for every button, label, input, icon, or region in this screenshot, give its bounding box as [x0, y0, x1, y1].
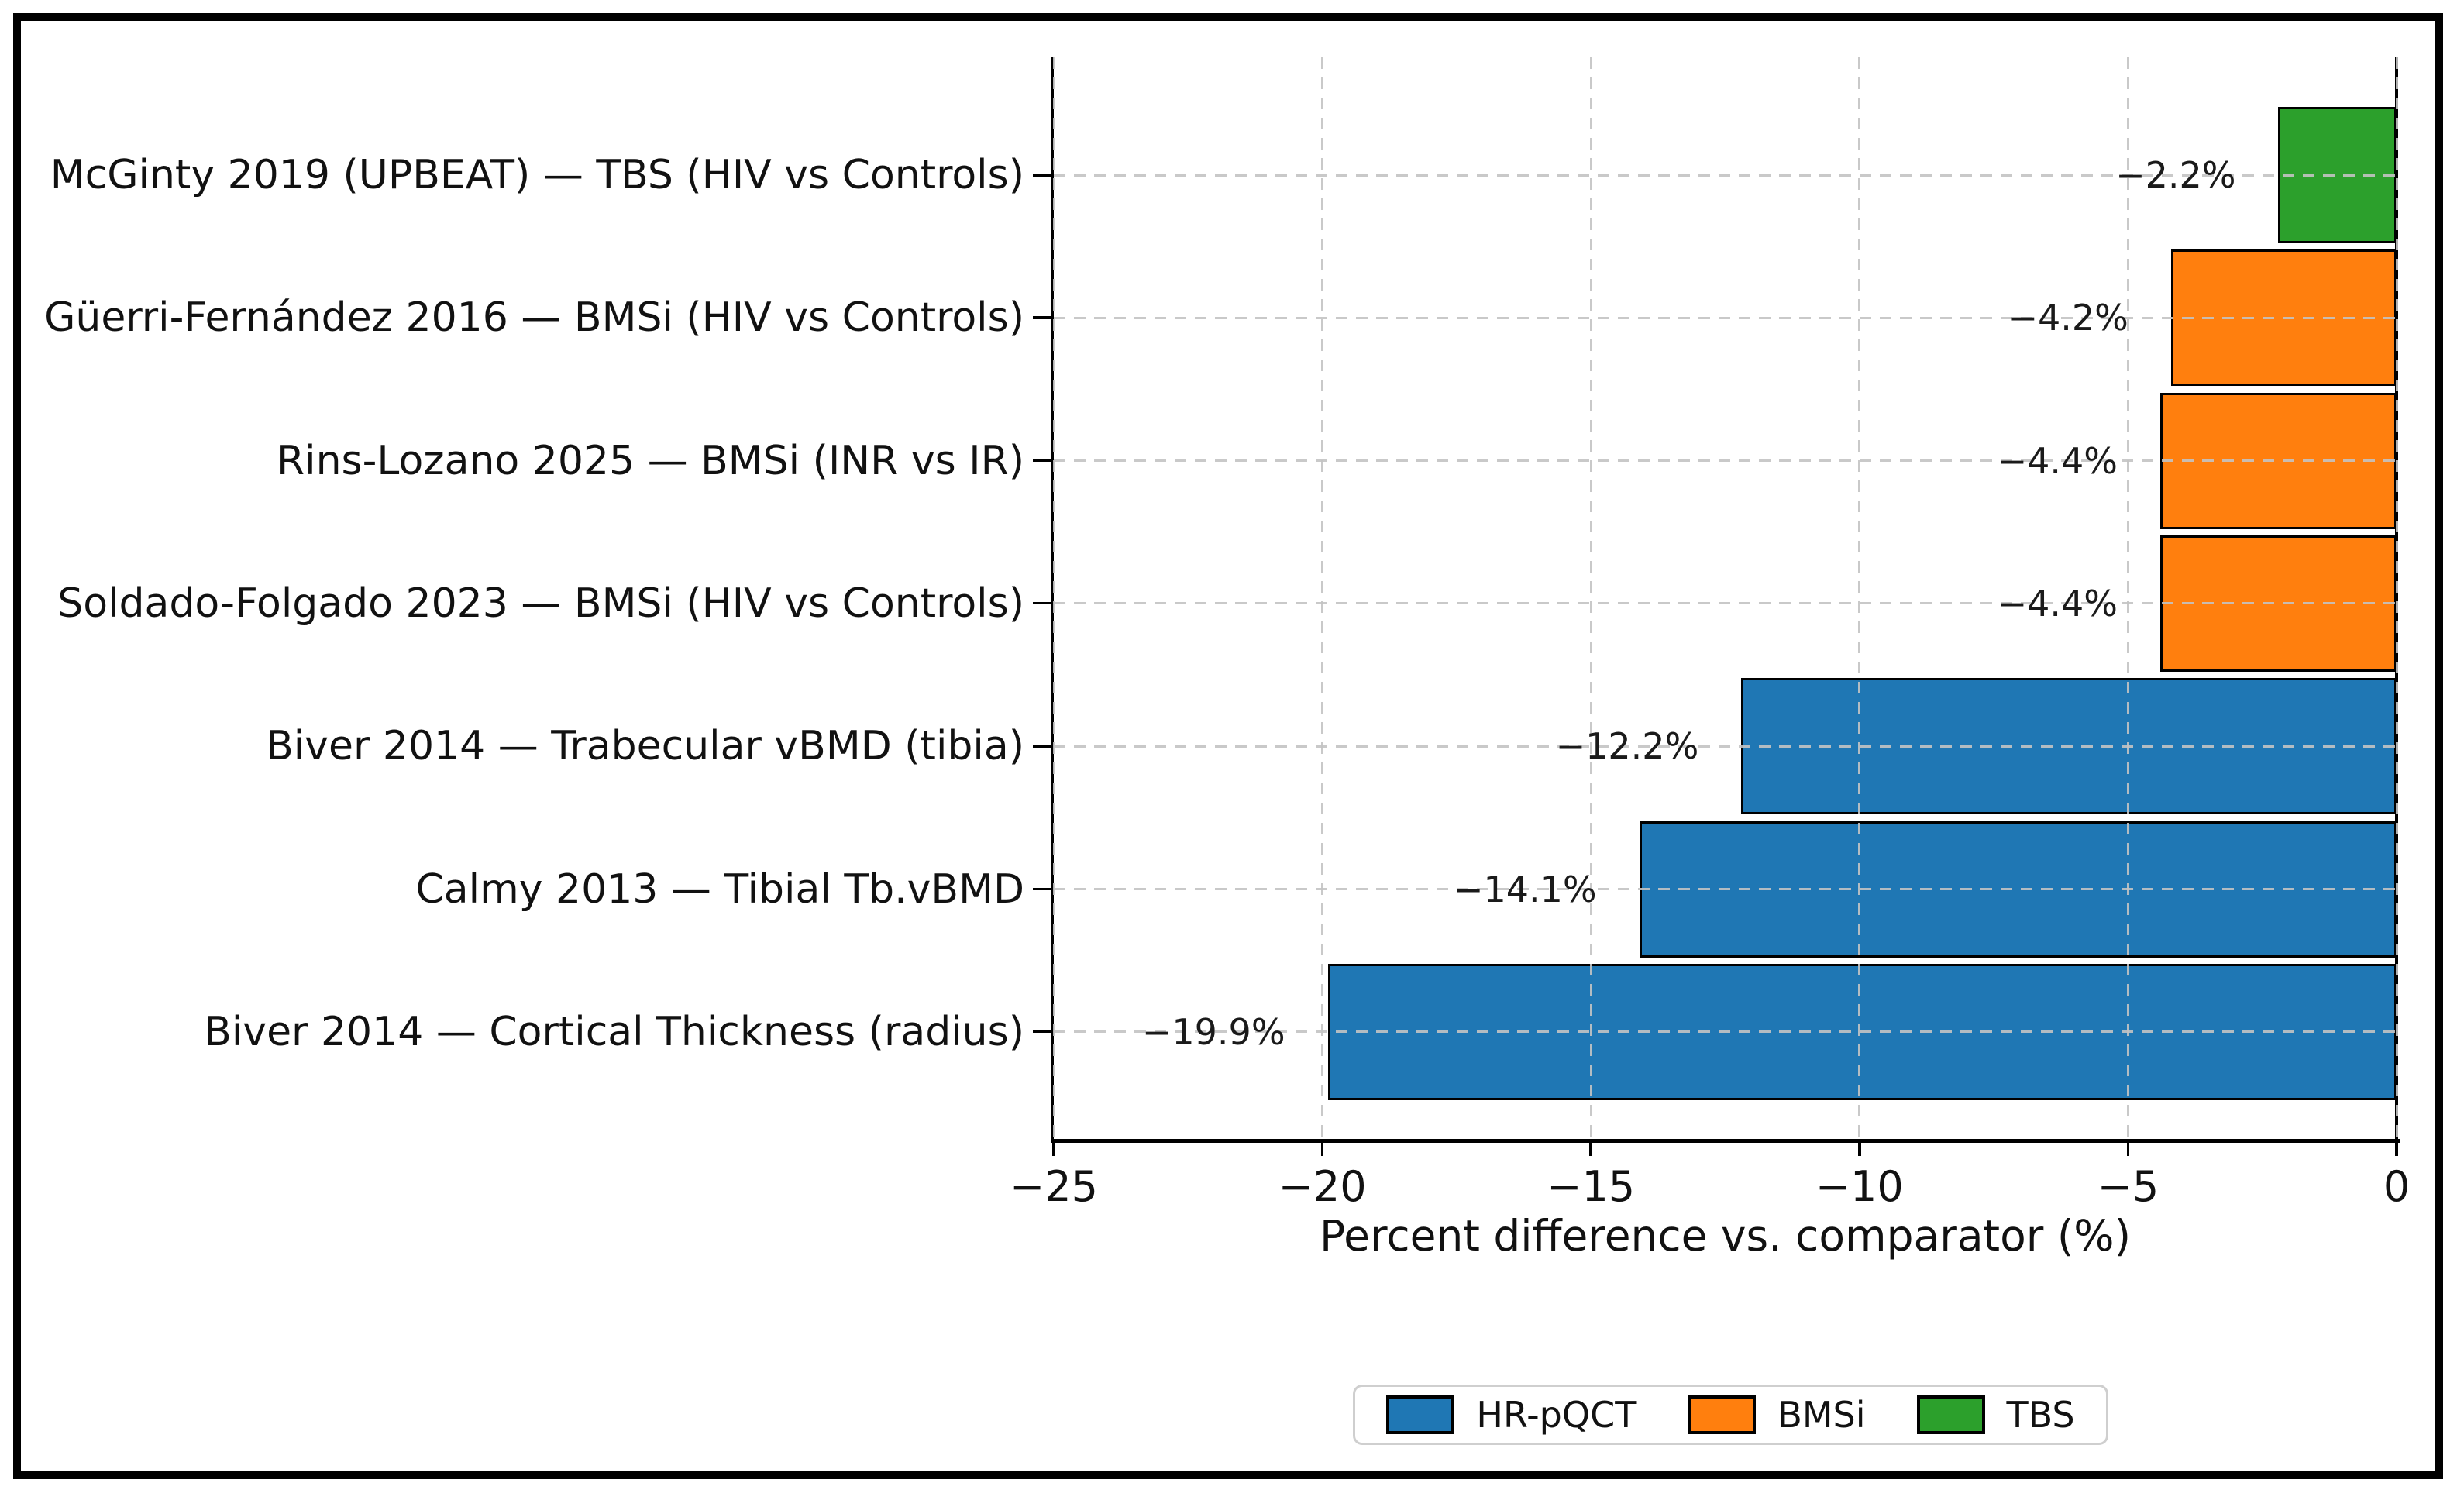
category-label: Soldado-Folgado 2023 — BMSi (HIV vs Cont…	[57, 580, 1024, 627]
legend-item-hr-pqct: HR-pQCT	[1386, 1394, 1636, 1436]
category-label: Rins-Lozano 2025 — BMSi (INR vs IR)	[277, 437, 1024, 484]
bar-value-label: −2.2%	[2115, 154, 2236, 196]
legend-label-bmsi: BMSi	[1777, 1394, 1866, 1436]
bar-value-label: −14.1%	[1453, 868, 1597, 910]
y-category-labels: McGinty 2019 (UPBEAT) — TBS (HIV vs Cont…	[15, 57, 1024, 1139]
v-gridline	[1321, 57, 1324, 1139]
v-gridline	[1589, 57, 1592, 1139]
x-axis: −25 −20 −15 −10 −5 0	[1010, 1139, 2410, 1294]
legend-label-hr-pqct: HR-pQCT	[1476, 1394, 1637, 1436]
x-tick-mark	[1858, 1139, 1861, 1156]
h-gridline	[1054, 316, 2397, 319]
category-label: Biver 2014 — Trabecular vBMD (tibia)	[266, 723, 1024, 770]
v-gridline	[1052, 57, 1055, 1139]
bar-value-label: −4.4%	[1997, 582, 2118, 624]
h-gridline	[1054, 1030, 2397, 1034]
category-label: Biver 2014 — Cortical Thickness (radius)	[204, 1008, 1024, 1055]
x-tick-mark	[2395, 1139, 2398, 1156]
bar-value-label: −4.2%	[2008, 297, 2128, 339]
figure-border	[13, 13, 2443, 1479]
legend-label-tbs: TBS	[2006, 1394, 2075, 1436]
legend-swatch-bmsi	[1688, 1395, 1757, 1434]
h-gridline	[1054, 745, 2397, 748]
plot-area: −2.2% −4.2% −4.4% −4.4% −12.2% −14.1% −19.9%	[1052, 57, 2398, 1139]
x-tick-mark	[1589, 1139, 1592, 1156]
x-tick-label: −25	[1010, 1162, 1098, 1211]
category-label: McGinty 2019 (UPBEAT) — TBS (HIV vs Cont…	[50, 152, 1024, 198]
h-gridline	[1054, 602, 2397, 605]
y-tick-marks	[1033, 57, 1054, 1139]
x-axis-spine	[1051, 1139, 2400, 1143]
bar-value-label: −12.2%	[1555, 725, 1699, 768]
category-label: Güerri-Fernández 2016 — BMSi (HIV vs Con…	[44, 294, 1024, 342]
x-tick-label: −5	[2097, 1162, 2159, 1211]
x-tick-label: −10	[1815, 1162, 1904, 1211]
v-gridline	[2126, 57, 2129, 1139]
legend-item-tbs: TBS	[1916, 1394, 2075, 1436]
y-tick-mark	[1033, 459, 1054, 463]
legend: HR-pQCT BMSi TBS	[1353, 1385, 2108, 1445]
bar-value-label: −4.4%	[1997, 439, 2118, 482]
y-tick-mark	[1033, 887, 1054, 891]
bar-value-label: −19.9%	[1141, 1010, 1285, 1053]
legend-item-bmsi: BMSi	[1688, 1394, 1866, 1436]
y-tick-mark	[1033, 316, 1054, 319]
x-axis-title: Percent difference vs. comparator (%)	[1319, 1211, 2132, 1261]
y-tick-mark	[1033, 1030, 1054, 1034]
legend-swatch-tbs	[1916, 1395, 1985, 1434]
y-axis-spine	[1051, 57, 1054, 1142]
x-tick-label: 0	[2383, 1162, 2411, 1211]
x-tick-label: −20	[1278, 1162, 1367, 1211]
legend-swatch-hr-pqct	[1386, 1395, 1455, 1434]
y-tick-mark	[1033, 174, 1054, 177]
h-gridline	[1054, 888, 2397, 891]
v-gridline	[2395, 57, 2398, 1139]
v-gridline	[1858, 57, 1861, 1139]
x-tick-mark	[2126, 1139, 2130, 1156]
h-gridline	[1054, 174, 2397, 177]
x-tick-mark	[1320, 1139, 1324, 1156]
category-label: Calmy 2013 — Tibial Tb.vBMD	[415, 865, 1024, 913]
h-gridline	[1054, 459, 2397, 463]
y-tick-mark	[1033, 601, 1054, 605]
x-tick-label: −15	[1547, 1162, 1636, 1211]
x-tick-mark	[1052, 1139, 1055, 1156]
y-tick-mark	[1033, 745, 1054, 748]
